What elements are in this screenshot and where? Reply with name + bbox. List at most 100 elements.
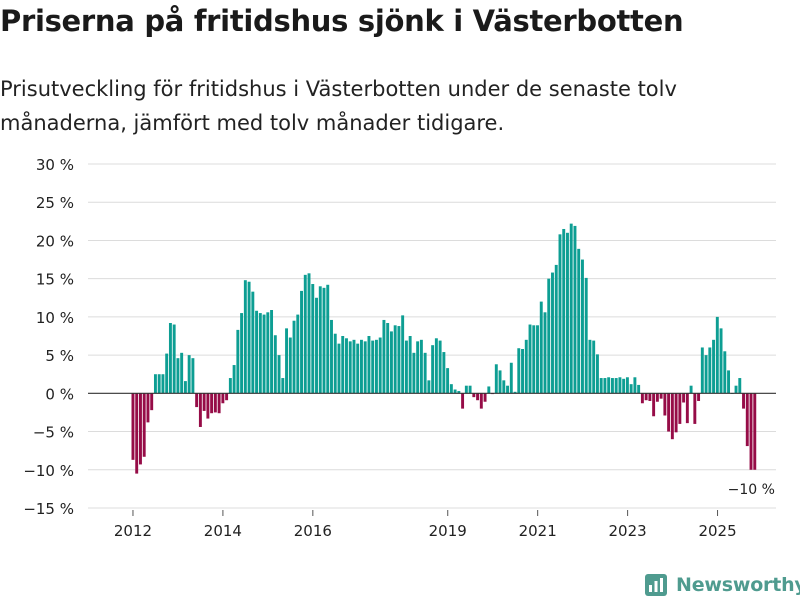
newsworthy-logo-icon	[645, 574, 667, 596]
bar	[300, 290, 303, 394]
bar	[273, 335, 277, 394]
bar	[753, 393, 757, 470]
bar	[333, 333, 337, 394]
bar	[573, 225, 577, 394]
bar	[303, 274, 307, 394]
bar	[371, 340, 375, 394]
bar	[502, 380, 506, 394]
bar	[352, 339, 356, 394]
bar	[139, 393, 142, 465]
bar	[528, 324, 532, 394]
y-tick-label: −5 %	[33, 424, 74, 442]
bar	[243, 280, 247, 394]
bar	[655, 393, 659, 402]
bar	[292, 320, 296, 394]
x-tick-label: 2021	[519, 522, 557, 540]
bar	[449, 384, 453, 394]
bar	[438, 340, 442, 394]
bar	[506, 385, 509, 394]
bar	[318, 286, 322, 394]
bar	[644, 393, 648, 401]
bar	[603, 378, 607, 394]
bar	[554, 264, 558, 394]
y-tick-label: 25 %	[36, 194, 74, 212]
bar	[198, 393, 202, 427]
y-tick-label: 15 %	[36, 271, 74, 289]
bar	[659, 393, 663, 399]
bar	[652, 393, 656, 417]
brand-name: Newsworthy	[676, 574, 800, 596]
bar	[168, 323, 172, 394]
bar	[386, 323, 390, 394]
bar	[551, 272, 554, 394]
bar	[513, 391, 517, 394]
bar	[228, 378, 232, 394]
bar	[232, 365, 236, 394]
bar	[457, 391, 461, 394]
bar	[258, 313, 262, 394]
bar	[727, 370, 731, 394]
bar	[142, 393, 146, 457]
bar	[577, 248, 581, 394]
bar	[472, 393, 476, 398]
bar	[296, 314, 300, 394]
bar	[153, 374, 157, 394]
bar	[742, 393, 745, 409]
bar	[749, 393, 753, 470]
bar	[393, 325, 397, 394]
bar	[566, 232, 569, 394]
brand-logo[interactable]: Newsworthy	[644, 570, 800, 600]
bar	[281, 378, 285, 394]
bar	[704, 355, 708, 394]
bar	[345, 338, 348, 394]
bar	[734, 385, 738, 394]
y-tick-label: 20 %	[36, 232, 74, 250]
bar	[206, 393, 210, 419]
bar	[569, 223, 573, 394]
y-tick-label: −10 %	[23, 462, 74, 480]
bar	[468, 385, 472, 394]
bar	[674, 393, 678, 433]
bar	[648, 393, 652, 401]
bar	[633, 377, 637, 394]
bar	[210, 393, 214, 414]
bar	[479, 393, 483, 409]
bar	[378, 337, 382, 394]
bar	[195, 393, 199, 408]
bar	[176, 358, 180, 394]
bar	[723, 351, 727, 394]
bar	[708, 347, 712, 394]
bar	[536, 325, 539, 394]
bar	[625, 377, 629, 394]
bar	[584, 277, 588, 394]
bar	[494, 364, 498, 394]
bar	[738, 378, 742, 394]
y-tick-label: 10 %	[36, 309, 74, 327]
bar	[610, 378, 614, 394]
bar	[363, 341, 367, 394]
bar	[356, 343, 360, 394]
bar	[532, 325, 536, 394]
bar	[225, 393, 229, 401]
bar	[217, 393, 221, 414]
bar	[236, 329, 240, 394]
bar	[663, 393, 667, 416]
bar	[588, 339, 592, 394]
page-title: Priserna på fritidshus sjönk i Västerbot…	[0, 4, 684, 38]
bar	[629, 384, 633, 394]
bar	[667, 393, 671, 432]
bar	[401, 315, 405, 394]
bar	[315, 297, 318, 394]
bar	[442, 352, 446, 394]
bar	[431, 345, 435, 394]
bar	[150, 393, 154, 411]
bar	[187, 355, 191, 394]
x-tick-label: 2025	[698, 522, 736, 540]
bar	[408, 336, 412, 394]
bar	[322, 287, 326, 394]
bar	[547, 278, 551, 394]
bar	[412, 352, 416, 394]
bar	[157, 374, 161, 394]
bar	[539, 301, 543, 394]
